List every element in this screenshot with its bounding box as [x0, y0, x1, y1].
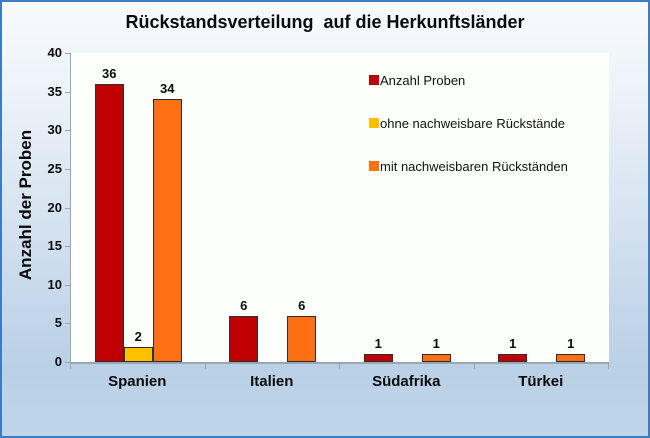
plot-area: Anzahl Proben ohne nachweisbare Rückstän… [70, 53, 609, 364]
y-tick-label: 20 [47, 199, 62, 215]
legend-item: mit nachweisbaren Rückständen [369, 159, 568, 174]
y-axis-tick [65, 323, 70, 325]
y-tick-label: 25 [47, 160, 62, 176]
bar [287, 315, 317, 362]
y-axis-tick [65, 91, 70, 93]
y-axis-tick [65, 207, 70, 209]
legend-item: ohne nachweisbare Rückstände [369, 116, 568, 131]
bar [556, 354, 586, 362]
bar-value-label: 6 [240, 297, 248, 313]
legend: Anzahl Proben ohne nachweisbare Rückstän… [369, 73, 568, 174]
bar-value-label: 1 [509, 336, 517, 352]
legend-swatch-icon [369, 161, 379, 171]
bar [363, 354, 393, 362]
x-category-label: Südafrika [372, 373, 441, 390]
x-axis-tick [473, 363, 475, 369]
y-tick-label: 0 [54, 354, 62, 369]
bar [229, 315, 259, 362]
x-category-label: Italien [250, 373, 294, 390]
chart-title: Rückstandsverteilung auf die Herkunftslä… [125, 12, 525, 32]
y-axis-tick [65, 168, 70, 170]
y-tick-label: 35 [47, 83, 62, 99]
x-category-label: Spanien [108, 373, 167, 390]
legend-swatch-icon [369, 118, 379, 128]
bar-value-label: 1 [432, 336, 440, 352]
bar [421, 354, 451, 362]
bar [498, 354, 528, 362]
y-axis-tick [65, 284, 70, 286]
y-axis-tick [65, 53, 70, 54]
bar-value-label: 2 [134, 328, 142, 344]
x-axis-tick [339, 363, 340, 369]
legend-label: Anzahl Proben [380, 73, 466, 88]
legend-label: ohne nachweisbare Rückstände [380, 116, 566, 131]
bar [123, 346, 153, 362]
bar-value-label: 1 [567, 336, 575, 352]
bar-value-label: 36 [102, 65, 117, 81]
bar-value-label: 34 [160, 81, 175, 97]
x-axis-tick [608, 363, 609, 369]
y-tick-label: 10 [47, 276, 62, 292]
bar [94, 83, 124, 362]
bar-value-label: 6 [298, 297, 306, 313]
legend-item: Anzahl Proben [369, 73, 568, 88]
y-axis-tick [65, 130, 70, 132]
x-axis-tick [70, 363, 71, 369]
x-axis-tick [204, 363, 206, 369]
y-axis-tick [65, 246, 70, 248]
y-tick-label: 15 [47, 238, 62, 254]
bar-value-label: 1 [374, 336, 382, 352]
y-axis-tick [65, 362, 70, 363]
y-tick-label: 5 [54, 315, 62, 331]
y-tick-label: 30 [47, 122, 62, 138]
bar [152, 99, 182, 362]
x-category-label: Türkei [518, 373, 564, 390]
y-tick-label: 40 [47, 45, 62, 60]
legend-swatch-icon [369, 75, 379, 85]
legend-label: mit nachweisbaren Rückständen [380, 159, 568, 174]
